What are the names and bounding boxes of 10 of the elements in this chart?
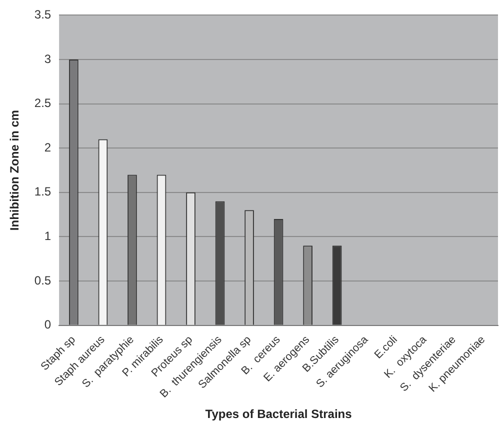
- y-tick-label: 2.5: [34, 96, 52, 110]
- y-tick-label: 1: [44, 229, 52, 244]
- y-tick-label: 3: [44, 52, 52, 66]
- y-tick-label: 0: [44, 318, 52, 332]
- y-tick-label: 0.5: [34, 273, 52, 288]
- y-tick-label: 1.5: [34, 184, 52, 199]
- y-axis-title: Inhibition Zone in cm: [8, 110, 22, 231]
- x-axis-title: Types of Bacterial Strains: [205, 407, 352, 422]
- y-tick-label: 2: [44, 140, 52, 154]
- y-tick-label: 3.5: [34, 8, 52, 22]
